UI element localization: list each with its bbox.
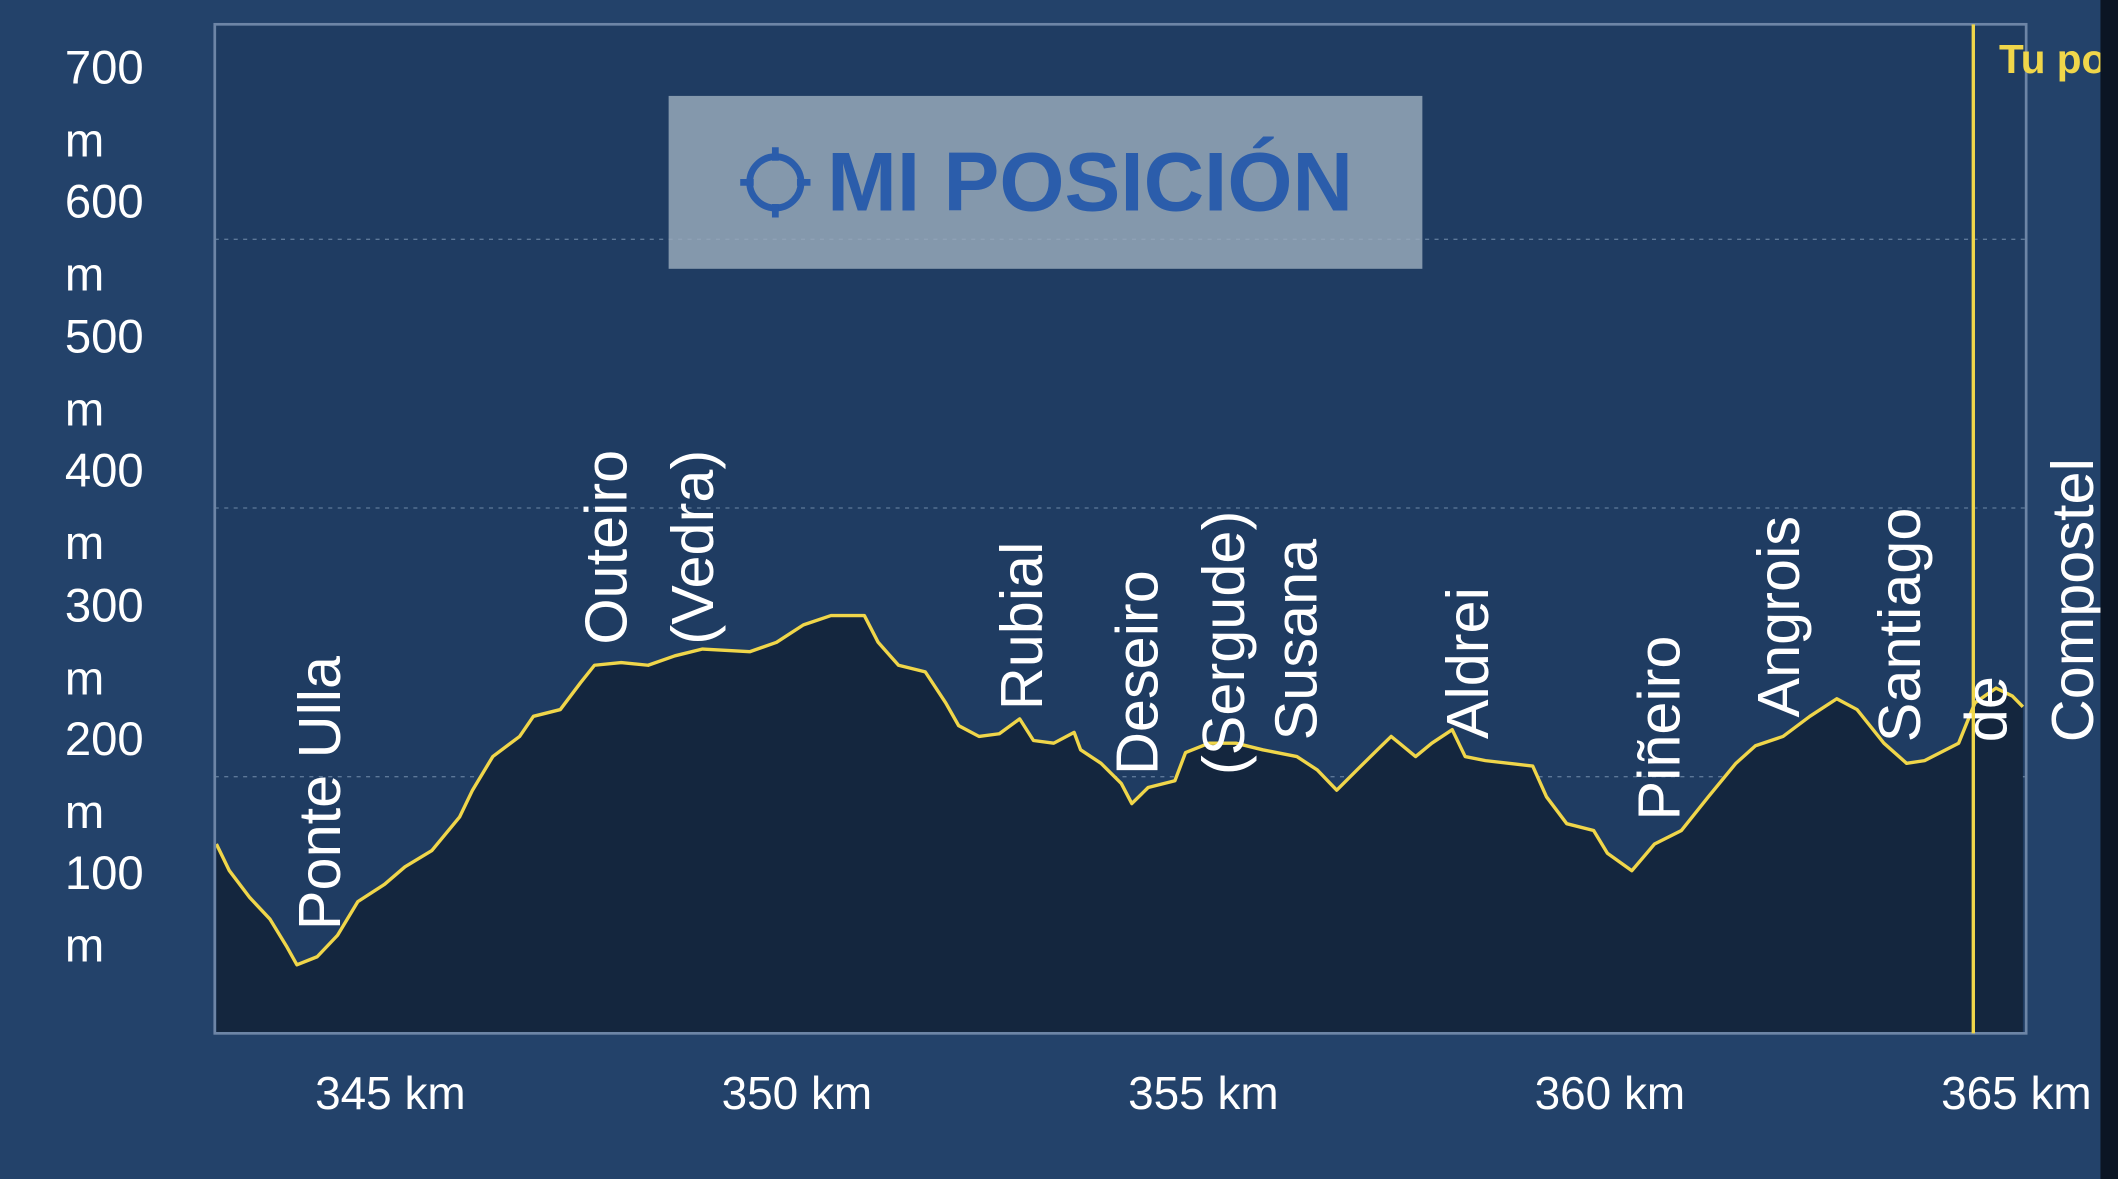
- place-label: Piñeiro: [1625, 636, 1692, 821]
- y-tick-label: 200 m: [64, 713, 144, 839]
- x-tick-label: 345 km: [315, 1067, 466, 1119]
- y-tick-label: 600 m: [64, 175, 144, 302]
- place-label: de: [1952, 676, 2019, 742]
- place-label: Ponte Ulla: [286, 655, 353, 930]
- y-tick-label: 400 m: [64, 444, 144, 571]
- edge-strip: [2100, 0, 2118, 1179]
- place-label: (Sergude): [1190, 511, 1257, 775]
- y-tick-label: 100 m: [64, 847, 144, 974]
- my-position-button[interactable]: MI POSICIÓN: [668, 95, 1423, 269]
- place-label: Deseiro: [1103, 570, 1170, 775]
- x-tick-label: 365 km: [1941, 1067, 2092, 1119]
- y-tick-label: 500 m: [64, 310, 144, 436]
- elevation-line: [214, 613, 2025, 967]
- y-tick-label: 300 m: [64, 578, 144, 705]
- place-label: Compostel: [2039, 458, 2106, 742]
- place-label: Rubial: [988, 542, 1055, 710]
- place-label: Outeiro: [572, 450, 639, 645]
- x-tick-label: 360 km: [1535, 1067, 1686, 1119]
- x-tick-label: 355 km: [1128, 1067, 1279, 1119]
- elevation-area: [216, 615, 2023, 1034]
- place-label: Aldrei: [1434, 587, 1501, 739]
- position-label: Tu po: [1999, 36, 2106, 82]
- y-tick-label: 700 m: [64, 41, 144, 168]
- button-label[interactable]: MI POSICIÓN: [827, 135, 1353, 229]
- place-label: Santiago: [1866, 508, 1933, 743]
- place-label: Susana: [1263, 538, 1330, 740]
- x-tick-label: 350 km: [722, 1067, 873, 1119]
- place-label: Angrois: [1745, 516, 1812, 717]
- plot-border: [213, 22, 2028, 1035]
- crosshair-icon: [740, 147, 811, 218]
- place-label: (Vedra): [659, 450, 726, 645]
